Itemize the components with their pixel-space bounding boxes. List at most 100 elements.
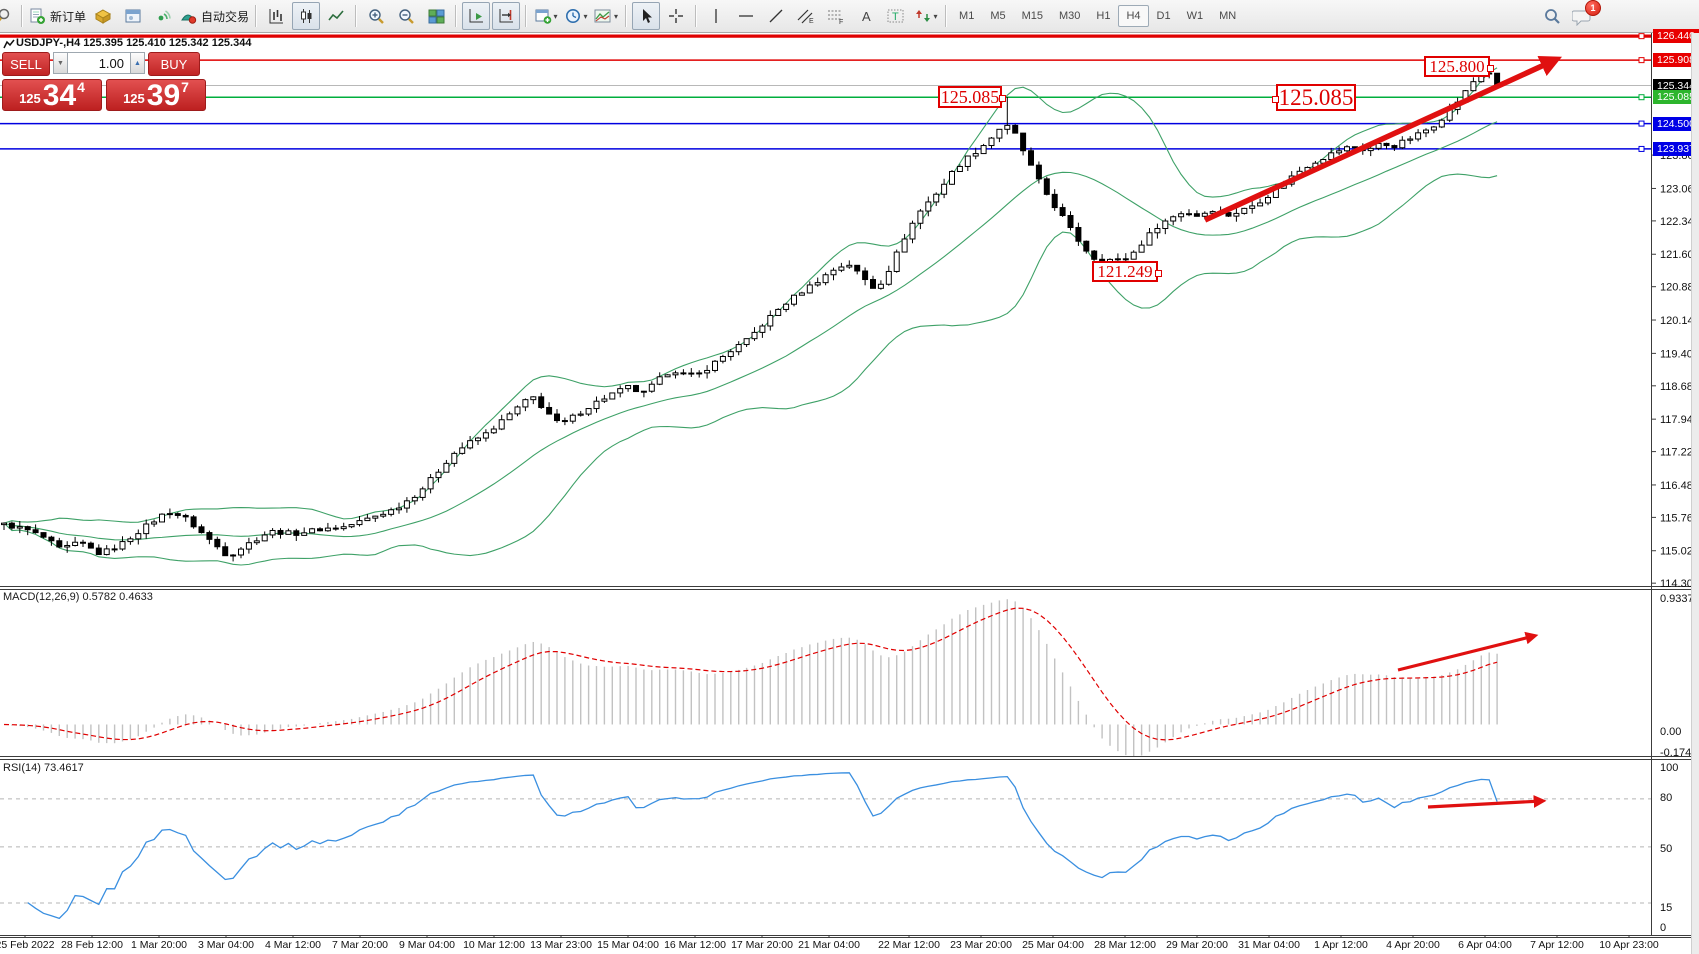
crosshair-icon xyxy=(669,9,684,23)
label-anchor xyxy=(999,95,1006,102)
terminal-window-button[interactable] xyxy=(119,2,147,30)
tile-windows-button[interactable] xyxy=(422,2,450,30)
timeframe-W1[interactable]: W1 xyxy=(1186,10,1204,22)
price-flag-124.500: 124.500 xyxy=(1653,116,1699,131)
sell-button[interactable]: SELL xyxy=(2,52,50,76)
notifications-button[interactable]: 1 xyxy=(1568,0,1601,31)
timeframe-M5[interactable]: M5 xyxy=(990,10,1006,22)
zoom-in-button[interactable] xyxy=(362,2,390,30)
one-click-trading-panel: SELL ▼ 1.00 ▲ BUY 125 34 4 125 39 7 xyxy=(2,52,216,111)
channel-tool-button[interactable]: E xyxy=(792,2,820,30)
arrows-icon xyxy=(915,10,930,22)
time-tick-label: 22 Mar 12:00 xyxy=(878,939,940,951)
trendline-icon xyxy=(769,9,783,23)
timeframe-H1[interactable]: H1 xyxy=(1096,10,1111,22)
new-chart-button[interactable]: ▾ xyxy=(532,2,560,30)
label-anchor xyxy=(1155,269,1162,277)
symbol-info: USDJPY-,H4 125.395 125.410 125.342 125.3… xyxy=(16,37,252,49)
candlestick-mode-button[interactable] xyxy=(292,2,321,30)
cursor-tool-button[interactable] xyxy=(632,2,661,30)
volume-decrease-button[interactable]: ▼ xyxy=(53,52,68,74)
text-label-tool-button[interactable]: T xyxy=(882,2,910,30)
chart-text-label[interactable]: 125.800 xyxy=(1424,56,1494,77)
timeframe-MN[interactable]: MN xyxy=(1219,10,1237,22)
profiles-button[interactable]: ▾ xyxy=(562,2,590,30)
svg-text:0.9337: 0.9337 xyxy=(1660,593,1694,605)
svg-text:119.400: 119.400 xyxy=(1660,348,1699,360)
fibonacci-tool-button[interactable]: F xyxy=(822,2,850,30)
price-flag-126.440: 126.440 xyxy=(1653,29,1699,44)
time-tick-label: 10 Mar 12:00 xyxy=(463,939,525,951)
time-tick-label: 25 Mar 04:00 xyxy=(1022,939,1084,951)
svg-text:F: F xyxy=(839,19,843,24)
auto-trading-label: 自动交易 xyxy=(201,9,250,24)
sell-price-big: 34 xyxy=(42,79,77,112)
arrows-tool-button[interactable]: ▾ xyxy=(912,2,940,30)
timeframe-M30[interactable]: M30 xyxy=(1059,10,1081,22)
separator xyxy=(255,5,258,27)
chevron-down-icon: ▾ xyxy=(553,11,558,21)
signal-button[interactable] xyxy=(149,2,177,30)
tile-windows-icon xyxy=(428,9,445,23)
new-order-label: 新订单 xyxy=(50,9,87,24)
chart-text-label[interactable]: 121.249 xyxy=(1092,261,1162,282)
crosshair-tool-button[interactable] xyxy=(662,2,690,30)
template-button[interactable]: ▾ xyxy=(592,2,620,30)
chart-text-label[interactable]: 125.085 xyxy=(938,86,1006,108)
horizontal-line-tool-button[interactable] xyxy=(732,2,760,30)
bar-chart-mode-button[interactable] xyxy=(262,2,290,30)
time-tick-label: 21 Mar 04:00 xyxy=(798,939,860,951)
buy-price-sup: 7 xyxy=(181,79,189,95)
svg-text:120.140: 120.140 xyxy=(1660,315,1699,327)
timeframe-H4[interactable]: H4 xyxy=(1118,5,1149,27)
chevron-down-icon: ▾ xyxy=(614,11,619,21)
trendline-tool-button[interactable] xyxy=(762,2,790,30)
terminal-window-icon xyxy=(125,9,141,22)
svg-text:100: 100 xyxy=(1660,762,1678,774)
buy-price-prefix: 125 xyxy=(123,91,145,106)
auto-trading-button[interactable]: 自动交易 xyxy=(179,2,250,30)
sell-price-box[interactable]: 125 34 4 xyxy=(2,79,102,111)
svg-text:114.300: 114.300 xyxy=(1660,578,1699,590)
toolbar: 新订单 自动交易 xyxy=(0,0,1699,33)
symbol-chart-icon xyxy=(3,39,15,49)
time-tick-label: 3 Mar 04:00 xyxy=(197,939,255,951)
volume-increase-button[interactable]: ▲ xyxy=(130,52,145,74)
chart-shift-button[interactable] xyxy=(492,2,521,30)
cropped-icon[interactable] xyxy=(0,2,16,30)
timeframe-D1[interactable]: D1 xyxy=(1156,10,1171,22)
separator xyxy=(695,5,698,27)
chart-shift-icon xyxy=(499,8,513,22)
svg-text:0.00: 0.00 xyxy=(1660,726,1681,738)
time-tick-label: 6 Apr 04:00 xyxy=(1458,939,1512,951)
timeframe-M15[interactable]: M15 xyxy=(1021,10,1043,22)
auto-scroll-button[interactable] xyxy=(462,2,491,30)
auto-trading-icon xyxy=(181,14,197,24)
timeframe-group: M1 M5 M15 M30 H1 H4 D1 W1 MN xyxy=(951,5,1244,27)
price-flag-125.085: 125.085 xyxy=(1653,90,1699,105)
price-flag-125.344: 125.344 xyxy=(1653,78,1699,93)
market-watch-button[interactable] xyxy=(89,2,117,30)
vertical-line-tool-button[interactable] xyxy=(702,2,730,30)
notification-badge: 1 xyxy=(1585,0,1601,16)
text-tool-button[interactable]: A xyxy=(852,2,880,30)
line-chart-mode-button[interactable] xyxy=(322,2,350,30)
timeframe-M1[interactable]: M1 xyxy=(959,10,975,22)
volume-input[interactable]: 1.00 xyxy=(68,52,130,74)
time-tick-label: 7 Apr 12:00 xyxy=(1530,939,1584,951)
svg-text:115.020: 115.020 xyxy=(1660,546,1699,558)
chart-text-label[interactable]: 125.085 xyxy=(1272,84,1356,111)
buy-price-box[interactable]: 125 39 7 xyxy=(106,79,206,111)
market-watch-icon xyxy=(94,8,111,24)
buy-button[interactable]: BUY xyxy=(148,52,200,76)
zoom-out-button[interactable] xyxy=(392,2,420,30)
search-icon xyxy=(1545,9,1560,24)
search-button[interactable] xyxy=(1538,3,1566,31)
fibonacci-icon: F xyxy=(828,10,843,24)
svg-text:117.220: 117.220 xyxy=(1660,447,1699,459)
text-label-icon: T xyxy=(887,9,904,23)
template-icon xyxy=(594,9,611,22)
new-order-button[interactable]: 新订单 xyxy=(28,2,87,30)
auto-scroll-icon xyxy=(469,8,483,22)
